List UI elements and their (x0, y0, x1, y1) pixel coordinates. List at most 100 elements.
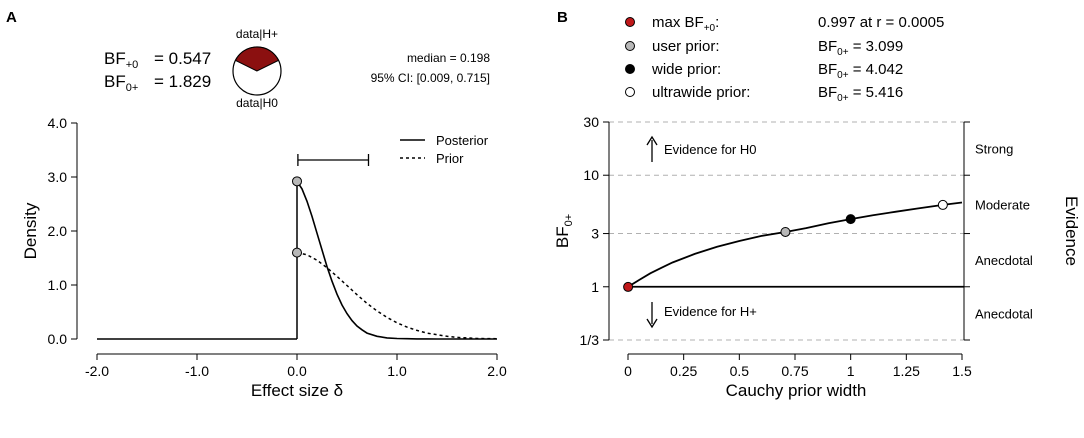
ci-text: 95% CI: [0.009, 0.715] (371, 71, 490, 85)
b-x-axis-label: Cauchy prior width (726, 381, 867, 400)
posterior-point-at-zero (292, 176, 302, 187)
legend-wide-prior-name: wide prior: (651, 61, 721, 78)
bf-plus0-value: = 0.547 (154, 49, 211, 68)
legend-prior-label: Prior (436, 151, 464, 166)
b-y-ticks: 1/3 1 3 10 30 (580, 114, 970, 348)
b-right-axis-label: Evidence (1062, 196, 1081, 266)
a-y-tick-label-1: 1.0 (48, 277, 68, 293)
svg-text:BF0+ = 3.099: BF0+ = 3.099 (818, 38, 903, 58)
panel-b-label: B (557, 9, 568, 26)
b-y-tick-label-2: 3 (591, 226, 599, 242)
legend-wide-prior-bf: BF (818, 61, 837, 78)
legend-user-prior-bf: BF (818, 38, 837, 55)
bf-point-0 (623, 281, 634, 292)
legend-user-prior-marker (625, 41, 635, 51)
legend-user-prior-name: user prior: (652, 38, 720, 55)
bf-0plus-value: = 1.829 (154, 72, 211, 91)
b-y-axis-label-sub: 0+ (563, 214, 575, 227)
a-y-tick-label-2: 2.0 (48, 223, 68, 239)
evidence-h0-text: Evidence for H0 (664, 142, 757, 157)
legend-wide-prior-sub: 0+ (837, 70, 849, 81)
svg-text:BF+0: BF+0 (104, 49, 138, 71)
a-y-tick-label-3: 3.0 (48, 169, 68, 185)
a-x-axis-label: Effect size δ (251, 381, 343, 400)
b-y-tick-label-1: 1 (591, 279, 599, 295)
a-x-tick-label-4: 2.0 (487, 363, 507, 379)
legend-posterior-label: Posterior (436, 133, 489, 148)
legend-ultrawide-prior-marker (625, 87, 635, 97)
legend-max-bf-colon: : (715, 14, 719, 31)
bf-robustness-curve (627, 201, 963, 288)
svg-text:BF0+: BF0+ (104, 72, 138, 94)
a-x-ticks: -2.0 -1.0 0.0 1.0 2.0 (85, 354, 507, 379)
legend-ultrawide-prior-name: ultrawide prior: (652, 84, 750, 101)
pie-slice-h-plus (234, 46, 280, 72)
evidence-label-0: Strong (975, 142, 1013, 157)
pie-top-label: data|H+ (236, 27, 278, 41)
a-legend: Posterior Prior (400, 133, 489, 166)
legend-user-prior: user prior: BF0+ = 3.099 (625, 38, 903, 58)
svg-text:BF0+ = 4.042: BF0+ = 4.042 (818, 61, 903, 81)
median-text: median = 0.198 (407, 51, 490, 65)
legend-max-bf-sub: +0 (704, 23, 716, 34)
up-arrow-head (646, 135, 658, 146)
bf-0plus-label: BF0+ = 1.829 (104, 72, 211, 94)
b-x-tick-label-5: 1.25 (893, 363, 920, 379)
evidence-h-plus-text: Evidence for H+ (664, 304, 757, 319)
a-x-tick-label-1: -1.0 (185, 363, 209, 379)
panel-b: B max BF+0: 0.997 at r = 0.0005 user pri… (553, 9, 1081, 400)
panel-a: A BF+0 = 0.547 BF0+ = 1.829 data|H+ data… (6, 9, 507, 400)
a-y-axis-label: Density (21, 202, 40, 259)
b-x-ticks: 0 0.25 0.5 0.75 1 1.25 1.5 (624, 354, 972, 379)
bf-point-3 (937, 199, 948, 210)
a-x-tick-label-3: 1.0 (387, 363, 407, 379)
b-y-axis-label-main: BF (553, 226, 572, 248)
evidence-label-3: Anecdotal (975, 306, 1033, 321)
legend-ultrawide-prior-value: = 5.416 (849, 84, 904, 101)
b-evidence-labels: Strong Moderate Anecdotal Anecdotal (975, 142, 1033, 322)
legend-wide-prior-marker (625, 64, 635, 74)
bf-point-1 (780, 226, 791, 237)
legend-wide-prior: wide prior: BF0+ = 4.042 (625, 61, 903, 81)
legend-ultrawide-prior-sub: 0+ (837, 93, 849, 104)
evidence-h-plus-arrow: Evidence for H+ (646, 302, 757, 329)
svg-text:max BF+0:: max BF+0: (652, 14, 719, 34)
a-x-tick-label-0: -2.0 (85, 363, 109, 379)
legend-max-bf-name: max BF (652, 14, 704, 31)
a-x-tick-label-2: 0.0 (287, 363, 307, 379)
panel-a-label: A (6, 9, 17, 26)
a-y-tick-label-0: 0.0 (48, 331, 68, 347)
b-x-tick-label-6: 1.5 (952, 363, 972, 379)
b-y-axis-label: BF0+ (553, 214, 575, 248)
b-x-tick-label-0: 0 (624, 363, 632, 379)
legend-user-prior-value: = 3.099 (849, 38, 904, 55)
svg-text:BF0+ = 5.416: BF0+ = 5.416 (818, 84, 903, 104)
b-x-tick-label-4: 1 (847, 363, 855, 379)
bf-plus0-label: BF+0 = 0.547 (104, 49, 211, 71)
legend-max-bf-marker (625, 17, 635, 27)
b-x-tick-label-1: 0.25 (670, 363, 697, 379)
posterior-curve (296, 180, 497, 340)
legend-user-prior-sub: 0+ (837, 47, 849, 58)
bf-point-2 (845, 214, 856, 225)
b-y-tick-label-4: 30 (583, 114, 599, 130)
a-y-ticks: 0.0 1.0 2.0 3.0 4.0 (48, 115, 77, 347)
b-x-tick-label-2: 0.5 (730, 363, 750, 379)
ci-bracket (297, 154, 370, 166)
legend-max-bf: max BF+0: 0.997 at r = 0.0005 (625, 14, 944, 34)
pie-bottom-label: data|H0 (236, 96, 278, 110)
b-legend: max BF+0: 0.997 at r = 0.0005 user prior… (625, 14, 944, 104)
b-x-tick-label-3: 0.75 (781, 363, 808, 379)
legend-ultrawide-prior: ultrawide prior: BF0+ = 5.416 (625, 84, 903, 104)
legend-wide-prior-value: = 4.042 (849, 61, 904, 78)
evidence-h0-arrow: Evidence for H0 (646, 135, 757, 162)
legend-ultrawide-prior-bf: BF (818, 84, 837, 101)
evidence-label-1: Moderate (975, 197, 1030, 212)
down-arrow-head (646, 318, 658, 329)
bf-points (623, 199, 948, 292)
a-y-tick-label-4: 4.0 (48, 115, 68, 131)
b-y-tick-label-3: 10 (583, 167, 599, 183)
legend-max-bf-value: 0.997 at r = 0.0005 (818, 14, 944, 31)
prior-point-at-zero (292, 247, 302, 258)
